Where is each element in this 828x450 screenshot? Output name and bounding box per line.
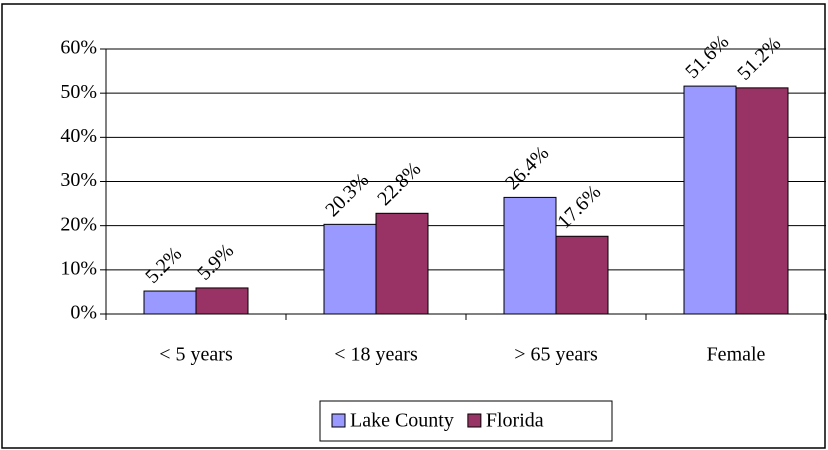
legend-swatch — [331, 413, 346, 428]
legend-swatch — [467, 413, 482, 428]
y-tick-label: 20% — [60, 213, 97, 235]
x-tick-label: > 65 years — [514, 344, 598, 366]
bar — [323, 223, 377, 315]
bar — [195, 287, 249, 315]
bar — [503, 196, 557, 315]
bar — [735, 87, 789, 315]
y-tick-label: 0% — [70, 302, 97, 324]
bar — [555, 235, 609, 315]
y-tick-label: 50% — [60, 81, 97, 103]
legend-box — [319, 400, 613, 442]
bar — [683, 85, 737, 315]
y-tick-label: 40% — [60, 125, 97, 147]
y-tick-label: 30% — [60, 169, 97, 191]
x-tick-label: < 5 years — [159, 344, 233, 366]
bar — [143, 290, 197, 315]
x-tick-label: < 18 years — [334, 344, 418, 366]
bar — [375, 212, 429, 315]
y-tick-label: 10% — [60, 257, 97, 279]
legend-label: Lake County — [350, 410, 454, 432]
legend-label: Florida — [486, 410, 544, 432]
x-tick-label: Female — [707, 344, 766, 366]
y-tick-label: 60% — [60, 37, 97, 59]
